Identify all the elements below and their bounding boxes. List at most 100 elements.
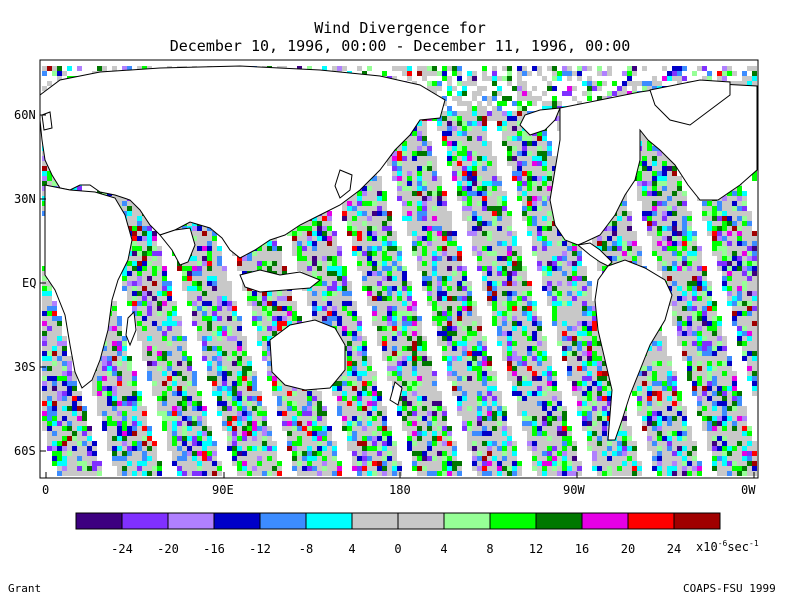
- divergence-cell: [732, 201, 737, 206]
- divergence-cell: [482, 146, 487, 151]
- divergence-cell: [672, 231, 677, 236]
- divergence-cell: [747, 261, 752, 266]
- divergence-cell: [152, 296, 157, 301]
- divergence-cell: [407, 151, 412, 156]
- divergence-cell: [502, 246, 507, 251]
- divergence-cell: [127, 226, 132, 231]
- divergence-cell: [582, 271, 587, 276]
- divergence-cell: [247, 251, 252, 256]
- divergence-cell: [397, 266, 402, 271]
- divergence-cell: [452, 291, 457, 296]
- divergence-cell: [142, 266, 147, 271]
- divergence-cell: [447, 286, 452, 291]
- divergence-cell: [557, 266, 562, 271]
- divergence-cell: [652, 201, 657, 206]
- divergence-cell: [362, 186, 367, 191]
- divergence-cell: [472, 106, 477, 111]
- divergence-cell: [212, 286, 217, 291]
- divergence-cell: [652, 166, 657, 171]
- divergence-cell: [602, 246, 607, 251]
- divergence-cell: [672, 191, 677, 196]
- divergence-cell: [292, 236, 297, 241]
- divergence-cell: [592, 241, 597, 246]
- divergence-cell: [362, 271, 367, 276]
- divergence-cell: [487, 181, 492, 186]
- divergence-cell: [737, 256, 742, 261]
- divergence-cell: [422, 211, 427, 216]
- divergence-cell: [522, 291, 527, 296]
- divergence-cell: [697, 266, 702, 271]
- divergence-cell: [412, 251, 417, 256]
- divergence-cell: [682, 266, 687, 271]
- divergence-cell: [217, 296, 222, 301]
- divergence-cell: [392, 236, 397, 241]
- divergence-cell: [137, 236, 142, 241]
- divergence-cell: [432, 221, 437, 226]
- divergence-cell: [277, 251, 282, 256]
- divergence-cell: [452, 116, 457, 121]
- divergence-cell: [267, 261, 272, 266]
- divergence-cell: [447, 146, 452, 151]
- divergence-cell: [132, 251, 137, 256]
- divergence-cell: [702, 206, 707, 211]
- divergence-cell: [437, 226, 442, 231]
- divergence-cell: [657, 216, 662, 221]
- divergence-cell: [372, 266, 377, 271]
- divergence-cell: [462, 156, 467, 161]
- divergence-cell: [442, 141, 447, 146]
- divergence-cell: [407, 66, 412, 71]
- divergence-cell: [317, 291, 322, 296]
- divergence-cell: [717, 261, 722, 266]
- divergence-cell: [432, 246, 437, 251]
- divergence-cell: [662, 216, 667, 221]
- divergence-cell: [477, 261, 482, 266]
- divergence-cell: [362, 256, 367, 261]
- divergence-cell: [647, 216, 652, 221]
- divergence-cell: [617, 251, 622, 256]
- divergence-cell: [672, 226, 677, 231]
- divergence-cell: [332, 276, 337, 281]
- divergence-cell: [577, 281, 582, 286]
- divergence-cell: [547, 286, 552, 291]
- divergence-cell: [467, 281, 472, 286]
- divergence-cell: [702, 271, 707, 276]
- divergence-cell: [487, 291, 492, 296]
- divergence-cell: [732, 291, 737, 296]
- divergence-cell: [527, 101, 532, 106]
- divergence-cell: [537, 186, 542, 191]
- divergence-cell: [697, 276, 702, 281]
- divergence-cell: [427, 211, 432, 216]
- divergence-cell: [297, 256, 302, 261]
- divergence-cell: [662, 236, 667, 241]
- divergence-cell: [197, 236, 202, 241]
- divergence-cell: [127, 281, 132, 286]
- divergence-cell: [202, 266, 207, 271]
- divergence-cell: [332, 271, 337, 276]
- divergence-cell: [497, 91, 502, 96]
- divergence-cell: [317, 226, 322, 231]
- divergence-cell: [47, 171, 52, 176]
- divergence-cell: [322, 291, 327, 296]
- divergence-cell: [332, 256, 337, 261]
- divergence-cell: [467, 196, 472, 201]
- divergence-cell: [357, 216, 362, 221]
- divergence-cell: [682, 281, 687, 286]
- divergence-cell: [552, 261, 557, 266]
- divergence-cell: [137, 266, 142, 271]
- divergence-cell: [517, 171, 522, 176]
- divergence-cell: [692, 276, 697, 281]
- divergence-cell: [352, 201, 357, 206]
- divergence-cell: [422, 266, 427, 271]
- divergence-cell: [392, 176, 397, 181]
- divergence-cell: [372, 181, 377, 186]
- divergence-cell: [502, 96, 507, 101]
- divergence-cell: [237, 261, 242, 266]
- divergence-cell: [717, 266, 722, 271]
- divergence-cell: [322, 296, 327, 301]
- divergence-cell: [402, 176, 407, 181]
- divergence-cell: [452, 171, 457, 176]
- divergence-cell: [417, 231, 422, 236]
- divergence-cell: [582, 286, 587, 291]
- divergence-cell: [452, 111, 457, 116]
- divergence-cell: [442, 266, 447, 271]
